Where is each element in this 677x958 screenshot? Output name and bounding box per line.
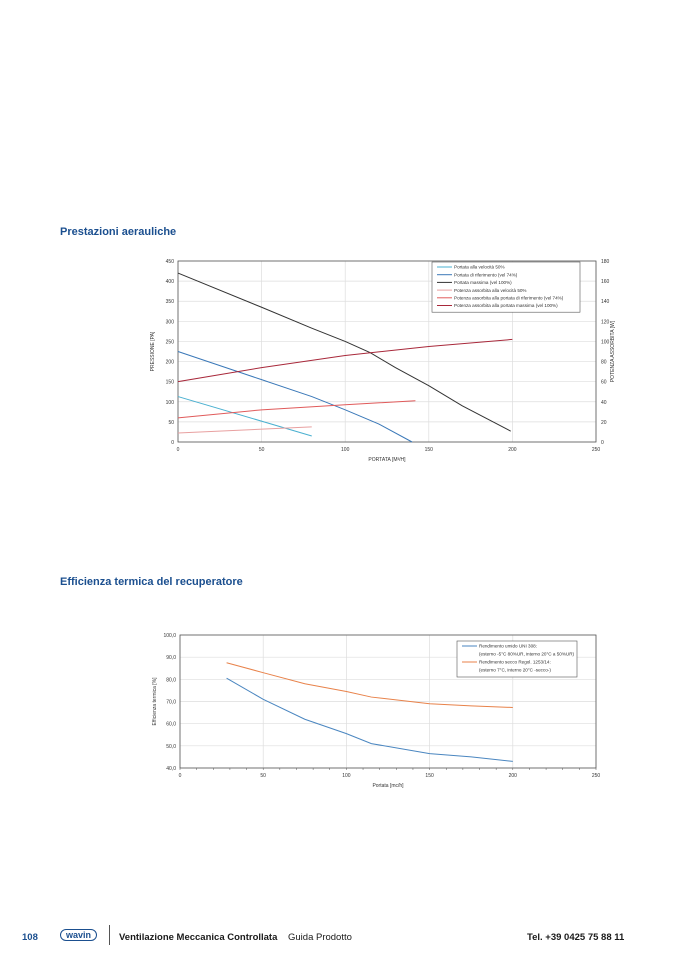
y-tick-label: 250 [166,339,175,345]
x-tick-label: 0 [177,447,180,453]
y-tick-label: 350 [166,299,175,305]
legend-label: (esterno -5°C 80%UR, interno 20°C a 50%U… [479,652,575,657]
section-title-thermal: Efficienza termica del recuperatore [60,576,243,588]
legend-label: Rendimento umido UNI 308: [479,644,537,649]
x-axis-label: PORTATA [M³/H] [368,457,406,463]
y-axis-label: Efficienza termica [%] [152,677,158,726]
series-line [177,351,413,443]
y2-tick-label: 20 [601,420,607,426]
x-tick-label: 50 [259,447,265,453]
footer-divider [109,925,110,945]
x-tick-label: 250 [592,773,601,779]
x-axis-label: Portata [mc/h] [372,783,404,789]
y-tick-label: 50 [168,420,174,426]
y-tick-label: 100 [166,400,175,406]
x-tick-label: 0 [179,773,182,779]
footer-phone: Tel. +39 0425 75 88 11 [527,932,625,943]
y-tick-label: 100,0 [163,633,176,639]
section-title-aeraulic: Prestazioni aerauliche [60,226,177,238]
y2-tick-label: 100 [601,339,610,345]
legend-label: Portata massima (vel 100%) [454,280,512,285]
y2-tick-label: 60 [601,380,607,386]
legend-label: Rendimento secco Regol. 1253/14: [479,660,551,665]
series-line [177,426,312,434]
series-line [226,662,513,708]
plot-frame [179,634,597,769]
legend-label: Potenza assorbita alla velocità 50% [454,288,527,293]
y2-tick-label: 120 [601,319,610,325]
legend-box [456,640,578,678]
y2-tick-label: 180 [601,259,610,265]
y2-axis-label: POTENZA ASSORBITA [W] [610,320,616,382]
footer-subtitle: Guida Prodotto [288,932,352,943]
y-tick-label: 200 [166,360,175,366]
legend-label: Portata di riferimento (vel 74%) [454,272,518,277]
y-tick-label: 450 [166,259,175,265]
y-tick-label: 400 [166,279,175,285]
y2-tick-label: 0 [601,440,604,446]
x-tick-label: 100 [341,447,350,453]
x-tick-label: 100 [342,773,351,779]
x-tick-label: 200 [508,447,517,453]
y-tick-label: 70,0 [166,700,176,706]
y-tick-label: 50,0 [166,744,176,750]
x-tick-label: 200 [509,773,518,779]
wavin-logo: wavin [60,929,98,941]
series-line [177,396,312,437]
y-tick-label: 150 [166,380,175,386]
page-number: 108 [22,932,38,943]
footer-title: Ventilazione Meccanica Controllata [119,932,278,943]
y-tick-label: 80,0 [166,677,176,683]
legend-label: Potenza assorbita alla portata di riferi… [454,296,564,301]
legend-label: Portata alla velocità 50% [454,265,505,270]
y-tick-label: 90,0 [166,655,176,661]
series-line [226,677,513,762]
y2-tick-label: 40 [601,400,607,406]
y2-tick-label: 160 [601,279,610,285]
x-tick-label: 50 [260,773,266,779]
y-axis-label: PRESSIONE [PA] [150,331,156,371]
y-tick-label: 40,0 [166,766,176,772]
legend-box [431,261,581,313]
y2-tick-label: 140 [601,299,610,305]
y-tick-label: 300 [166,319,175,325]
x-tick-label: 250 [592,447,601,453]
y-tick-label: 60,0 [166,722,176,728]
x-tick-label: 150 [425,447,434,453]
series-line [177,400,416,419]
legend-label: Potenza assorbita alla portata massima (… [454,303,558,308]
y-tick-label: 0 [171,440,174,446]
x-tick-label: 150 [425,773,434,779]
y2-tick-label: 80 [601,360,607,366]
series-line [177,338,513,383]
legend-label: (esterno 7°C, interno 20°C -secco-) [479,668,551,673]
